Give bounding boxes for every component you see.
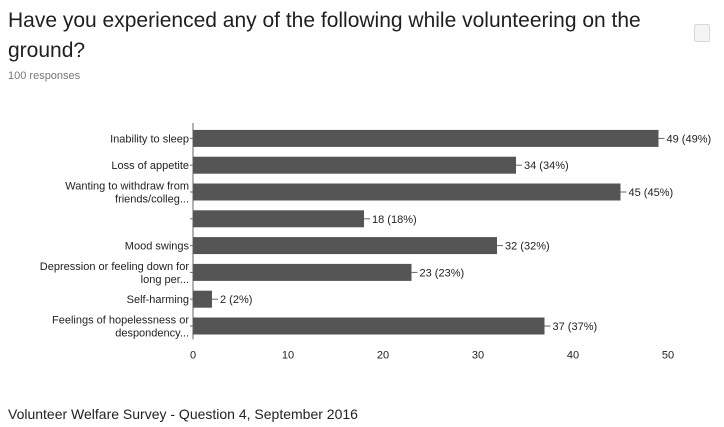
x-tick-label: 20 <box>377 349 389 361</box>
data-label: 2 (2%) <box>220 294 252 306</box>
category-label: Feelings of hopelessness or <box>52 315 189 327</box>
bar <box>193 237 497 254</box>
category-label: Mood swings <box>125 241 190 253</box>
category-label: long per... <box>141 274 189 286</box>
x-tick-label: 50 <box>662 349 674 361</box>
bar <box>193 210 364 227</box>
survey-caption: Volunteer Welfare Survey - Question 4, S… <box>8 406 358 422</box>
data-label: 37 (37%) <box>553 321 598 333</box>
category-label: Inability to sleep <box>110 133 189 145</box>
data-label: 18 (18%) <box>372 214 417 226</box>
bar <box>193 318 545 335</box>
category-label: despondency... <box>115 328 189 340</box>
category-label: friends/colleg... <box>115 194 189 206</box>
data-label: 23 (23%) <box>420 267 465 279</box>
category-label: Depression or feeling down for <box>40 261 190 273</box>
category-label: Self-harming <box>127 294 189 306</box>
x-tick-label: 30 <box>472 349 484 361</box>
category-label: Loss of appetite <box>111 160 189 172</box>
bar <box>193 291 212 308</box>
data-label: 34 (34%) <box>524 160 569 172</box>
bar <box>193 130 659 147</box>
bar <box>193 184 621 201</box>
x-tick-label: 10 <box>282 349 294 361</box>
x-tick-label: 40 <box>567 349 579 361</box>
bar <box>193 264 412 281</box>
category-label: Wanting to withdraw from <box>65 181 189 193</box>
data-label: 32 (32%) <box>505 241 550 253</box>
bar <box>193 157 516 174</box>
x-tick-label: 0 <box>190 349 196 361</box>
data-label: 45 (45%) <box>629 187 674 199</box>
data-label: 49 (49%) <box>667 133 712 145</box>
